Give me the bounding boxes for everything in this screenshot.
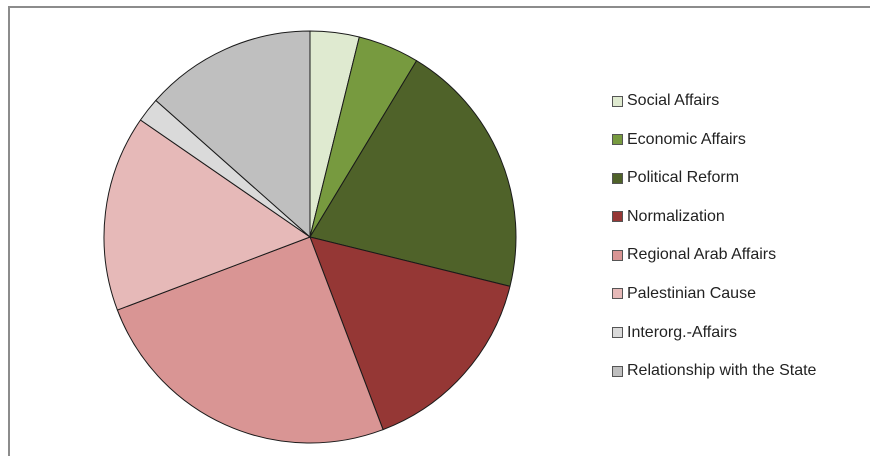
legend-label: Regional Arab Affairs bbox=[627, 246, 777, 264]
legend-swatch bbox=[612, 95, 623, 107]
legend-swatch bbox=[612, 211, 623, 223]
legend-label: Palestinian Cause bbox=[627, 284, 756, 302]
legend-item: Palestinian Cause bbox=[612, 284, 867, 304]
legend-label: Interorg.-Affairs bbox=[627, 323, 737, 341]
legend-swatch bbox=[612, 288, 623, 300]
legend: Social Affairs Economic Affairs Political … bbox=[612, 91, 867, 400]
legend-label: Political Reform bbox=[627, 169, 740, 187]
legend-swatch bbox=[612, 249, 623, 261]
pie-slice-regional-arab-affairs bbox=[116, 236, 384, 444]
legend-item: Regional Arab Affairs bbox=[612, 245, 867, 265]
legend-label: Normalization bbox=[627, 207, 725, 225]
legend-item: Political Reform bbox=[612, 168, 867, 188]
legend-label: Social Affairs bbox=[627, 92, 720, 109]
pie-slice-palestinian-cause bbox=[103, 119, 311, 311]
legend-swatch bbox=[612, 327, 623, 339]
legend-swatch bbox=[612, 134, 623, 146]
legend-item: Interorg.-Affairs bbox=[612, 323, 867, 343]
legend-item: Normalization bbox=[612, 207, 867, 227]
legend-label: Relationship with the State bbox=[627, 362, 817, 380]
legend-swatch bbox=[612, 172, 623, 184]
legend-item: Economic Affairs bbox=[612, 130, 867, 150]
legend-label: Economic Affairs bbox=[627, 130, 746, 148]
legend-item: Relationship with the State bbox=[612, 361, 867, 381]
pie-slice-relationship-with-the-state bbox=[155, 30, 311, 238]
legend-swatch bbox=[612, 365, 623, 377]
pie-slice-normalization bbox=[309, 236, 511, 431]
pie-slice-political-reform bbox=[309, 60, 517, 287]
legend-item: Social Affairs bbox=[612, 91, 867, 111]
